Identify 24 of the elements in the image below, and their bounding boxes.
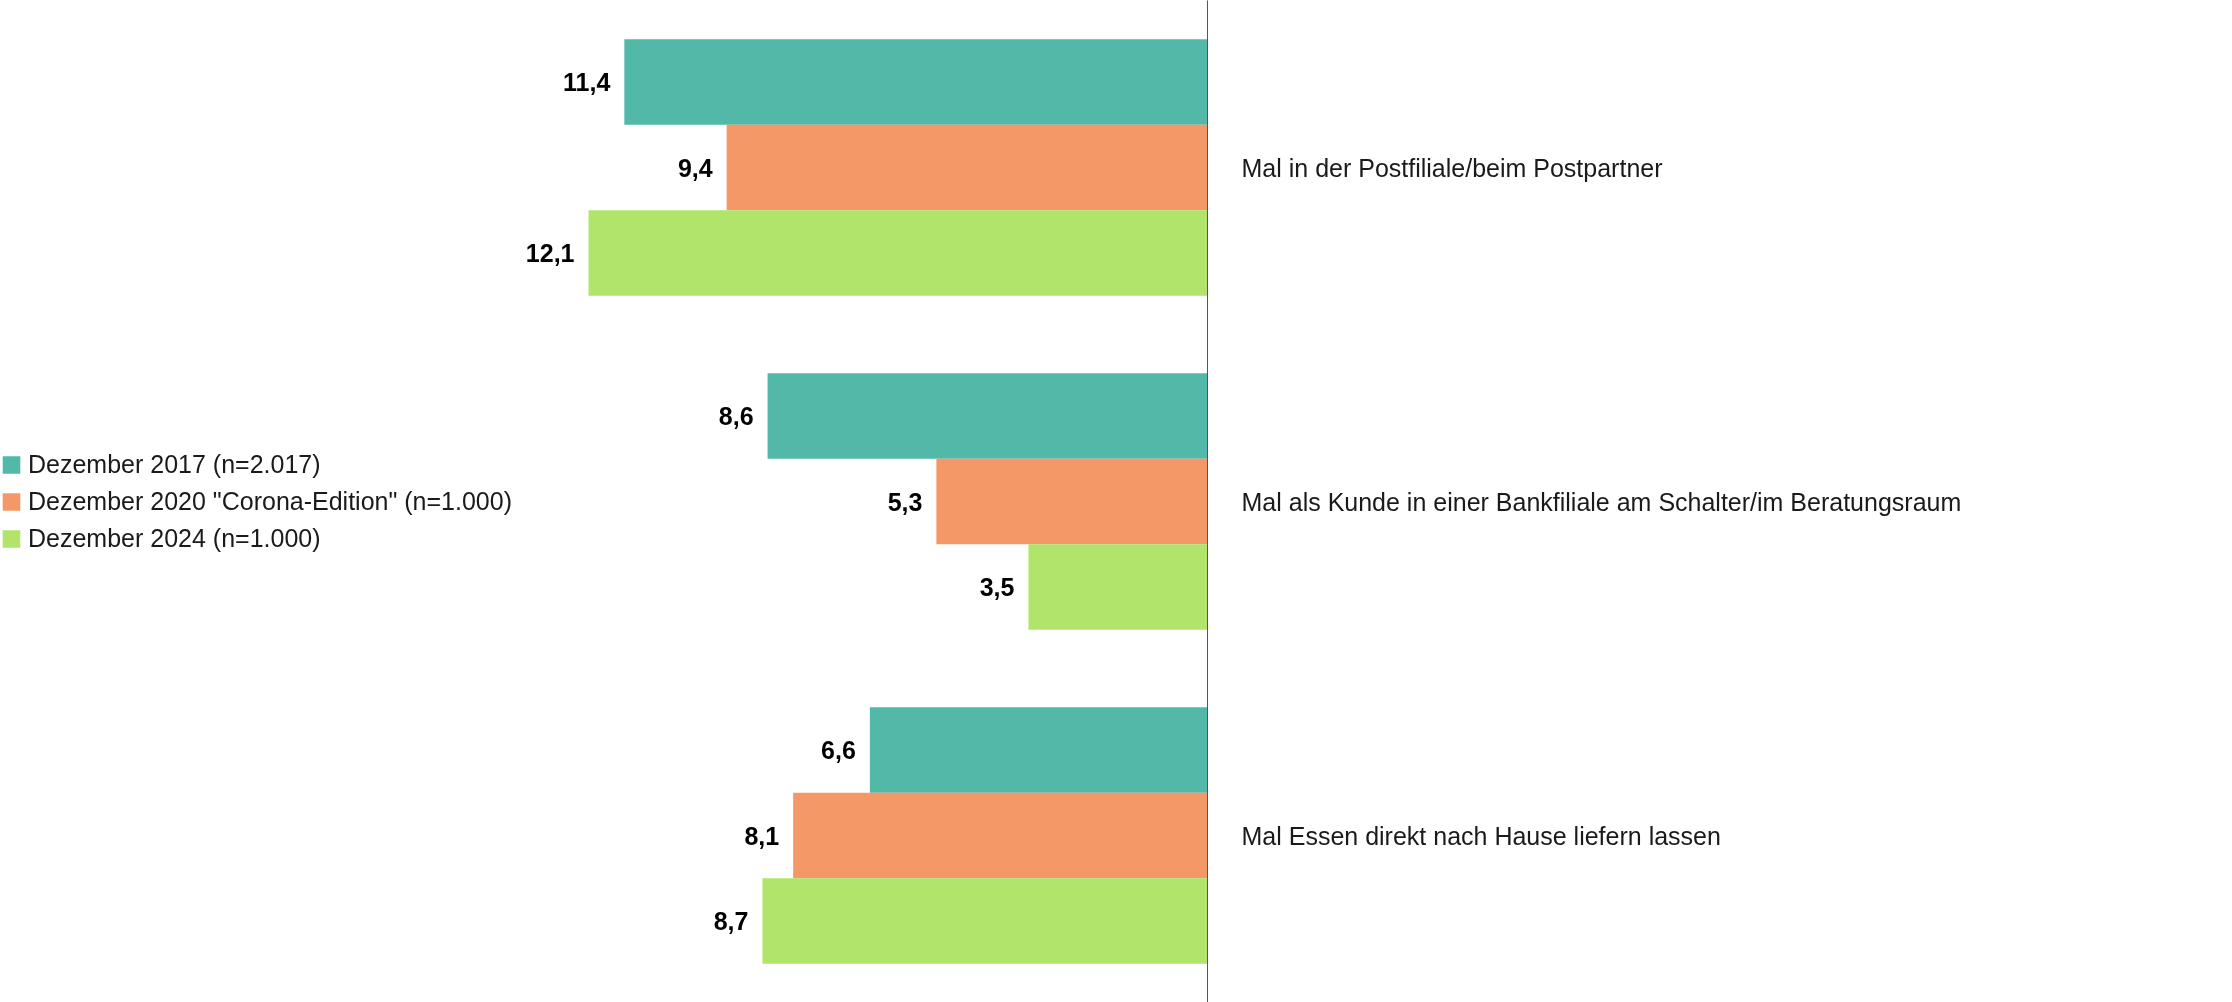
legend-label: Dezember 2020 "Corona-Edition" (n=1.000): [28, 486, 512, 516]
bar: [762, 878, 1208, 964]
bar: [624, 39, 1208, 125]
legend-label: Dezember 2024 (n=1.000): [28, 523, 321, 553]
bar: [869, 707, 1208, 793]
legend-label: Dezember 2017 (n=2.017): [28, 449, 321, 479]
data-label: 8,6: [718, 402, 754, 430]
data-label: 8,7: [713, 907, 749, 935]
y-tick-label: Mal in der Postfiliale/beim Postpartner: [1241, 153, 1663, 182]
y-tick-label: Mal als Kunde in einer Bankfiliale am Schalter/im Beratungsraum: [1241, 487, 1962, 516]
data-label: 8,1: [744, 821, 780, 850]
bar: [588, 210, 1208, 296]
bar: [936, 458, 1208, 545]
bar: [793, 792, 1208, 879]
data-label: 6,6: [821, 736, 856, 764]
data-label: 3,5: [979, 573, 1015, 601]
bar: [726, 124, 1208, 211]
data-label: 12,1: [525, 239, 575, 267]
data-label: 11,4: [563, 68, 611, 96]
data-label: 5,3: [887, 487, 923, 516]
data-label: 9,4: [677, 153, 713, 182]
bar: [767, 373, 1208, 459]
bar: [1028, 544, 1208, 630]
y-tick-label: Mal Essen direkt nach Hause liefern lassen: [1241, 821, 1721, 850]
